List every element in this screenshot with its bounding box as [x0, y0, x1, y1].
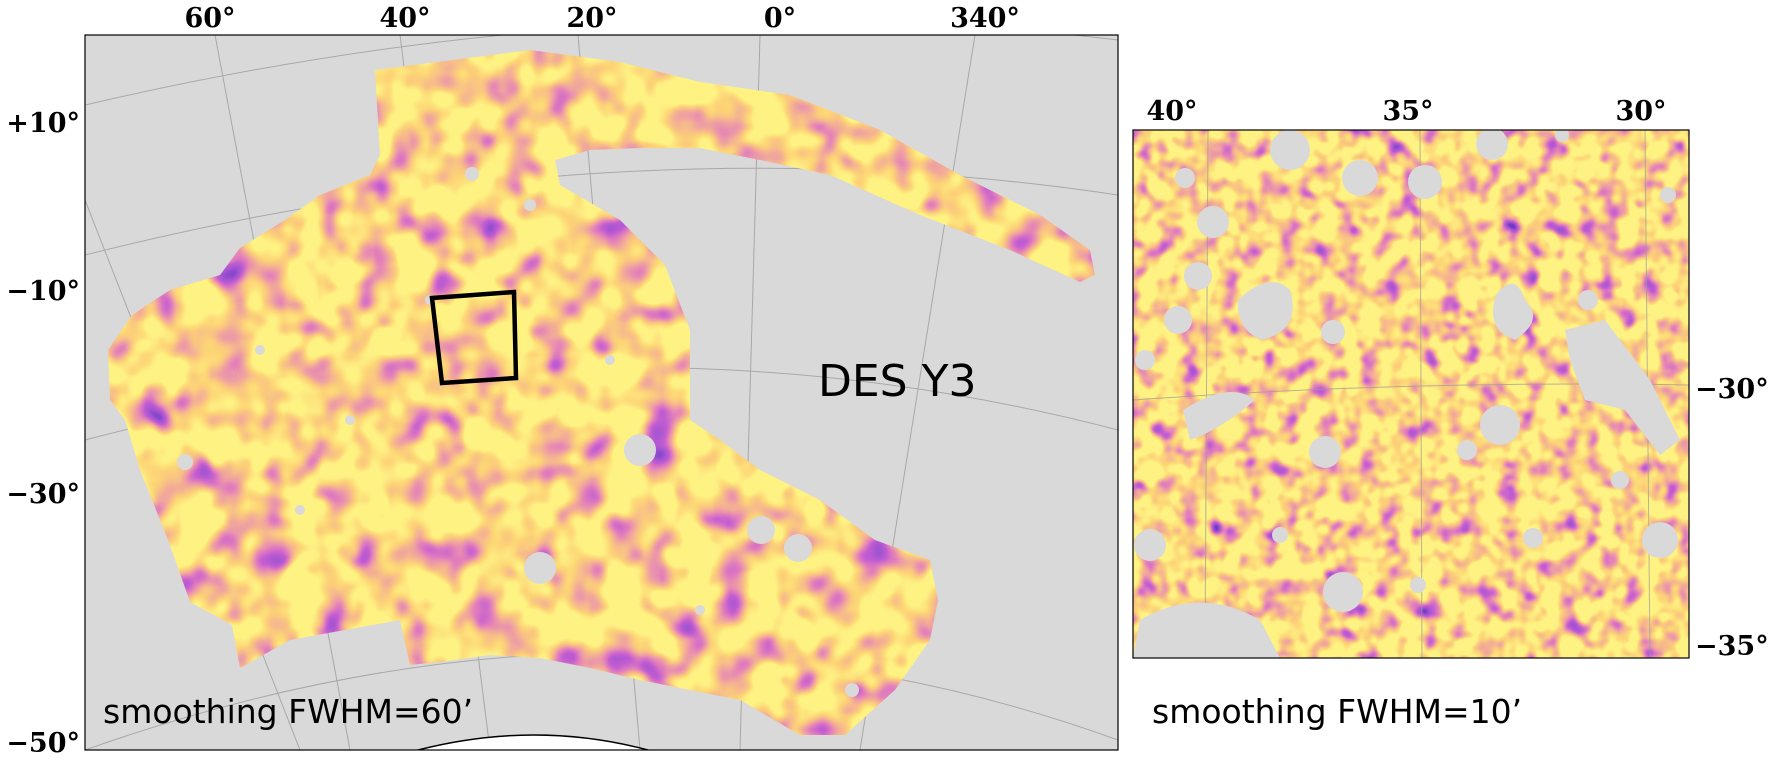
zoom-ra-tick-30: 30°: [1615, 96, 1666, 127]
dec-tick-minus10: −10°: [6, 276, 80, 307]
right-map-frame: [1132, 129, 1690, 659]
survey-label: DES Y3: [818, 356, 976, 407]
ra-tick-340: 340°: [950, 3, 1020, 34]
des-footprint: [108, 50, 1095, 735]
left-smoothing-label: smoothing FWHM=60’: [103, 692, 473, 731]
right-dec-ticks: −30° −35°: [1695, 374, 1769, 662]
left-masked-regions: [177, 167, 859, 697]
left-dec-ticks: +10° −10° −30° −50°: [6, 108, 80, 759]
zoom-dec-tick-minus35: −35°: [1695, 631, 1769, 662]
left-map-panel: DES Y3 smoothing FWHM=60’: [85, 35, 1118, 750]
ra-tick-0: 0°: [764, 3, 796, 34]
galactic-arc: [417, 734, 649, 750]
zoom-ra-tick-40: 40°: [1146, 96, 1197, 127]
ra-tick-40: 40°: [379, 3, 430, 34]
right-map-panel: [1133, 130, 1689, 658]
dec-tick-minus30: −30°: [6, 479, 80, 510]
right-smoothing-label: smoothing FWHM=10’: [1152, 692, 1522, 731]
zoom-dec-tick-minus30: −30°: [1695, 374, 1769, 405]
dec-tick-minus50: −50°: [6, 728, 80, 759]
zoom-ra-tick-35: 35°: [1382, 96, 1433, 127]
left-ra-ticks: 60° 40° 20° 0° 340°: [184, 3, 1019, 34]
ra-tick-60: 60°: [184, 3, 235, 34]
right-masked-regions: [1133, 130, 1680, 658]
zoom-region-box: [429, 289, 519, 386]
right-ra-ticks: 40° 35° 30°: [1146, 96, 1666, 127]
ra-tick-20: 20°: [566, 3, 617, 34]
left-map-frame: [84, 34, 1119, 751]
dec-tick-plus10: +10°: [6, 108, 80, 139]
